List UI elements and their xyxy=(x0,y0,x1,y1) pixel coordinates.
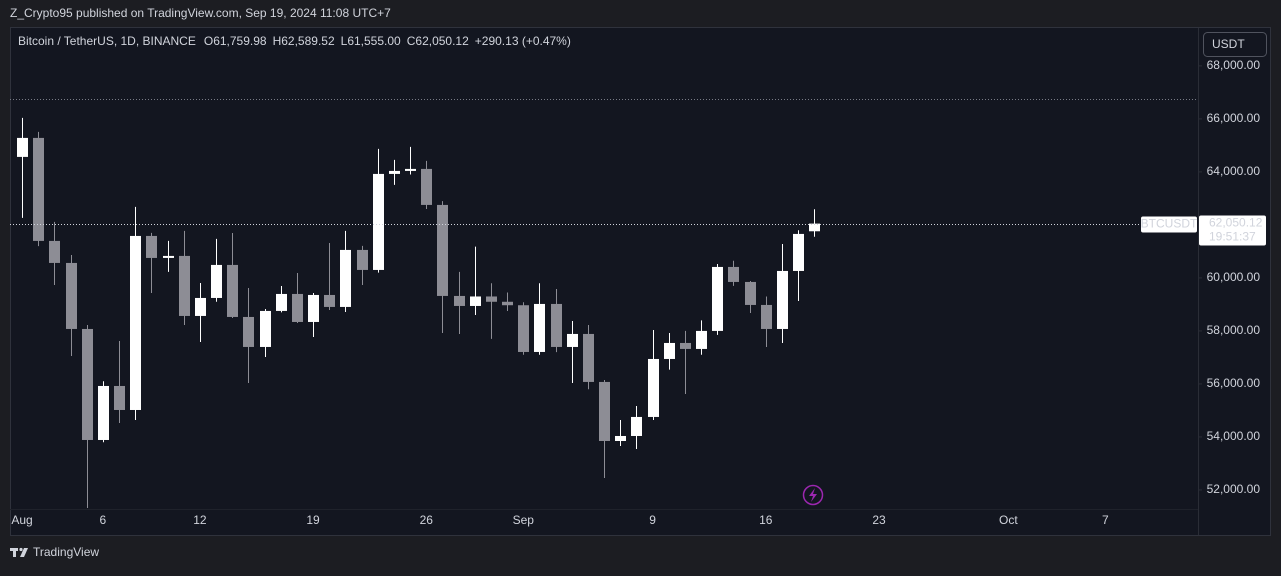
candle-body xyxy=(146,235,157,258)
candle-body xyxy=(340,249,351,307)
candle-body xyxy=(583,333,594,382)
y-tick-label: 52,000.00 xyxy=(1207,482,1261,496)
candle-body xyxy=(680,342,691,349)
candle-body xyxy=(437,204,448,296)
symbol-line: Bitcoin / TetherUS, 1D, BINANCE xyxy=(18,34,196,48)
candle-body xyxy=(696,330,707,349)
candle-body xyxy=(260,310,271,347)
x-tick-label: 23 xyxy=(872,513,886,527)
currency-button[interactable] xyxy=(1203,32,1267,57)
legend-value: 62,050.12 xyxy=(415,34,469,48)
countdown-label: 19:51:37 xyxy=(1209,230,1256,244)
candle-body xyxy=(373,173,384,270)
candle-body xyxy=(518,305,529,352)
candle-body xyxy=(195,297,206,316)
legend-key: O xyxy=(204,34,213,48)
candle-body xyxy=(163,255,174,258)
symbol-tag xyxy=(1141,216,1197,233)
candle-body xyxy=(243,316,254,347)
x-tick-label: 26 xyxy=(420,513,434,527)
y-tick-label: 64,000.00 xyxy=(1207,164,1261,178)
candle-body xyxy=(114,385,125,410)
y-tick-label: 54,000.00 xyxy=(1207,429,1261,443)
candle-body xyxy=(712,266,723,331)
legend-key: H xyxy=(273,34,282,48)
price-tag xyxy=(1199,215,1266,246)
x-tick-label: 16 xyxy=(759,513,773,527)
candle-body xyxy=(421,168,432,205)
x-tick-label: Sep xyxy=(513,513,535,527)
y-tick-label: 68,000.00 xyxy=(1207,58,1261,72)
candle-body xyxy=(761,304,772,329)
candle-body xyxy=(308,294,319,322)
candle-body xyxy=(599,381,610,441)
brand-name: TradingView xyxy=(33,545,99,559)
x-tick-label: 12 xyxy=(193,513,207,527)
candle-body xyxy=(33,137,44,241)
candle-body xyxy=(130,235,141,410)
publisher-line: Z_Crypto95 published on TradingView.com,… xyxy=(10,6,391,20)
candle-body xyxy=(66,262,77,329)
price-tag-label: 62,050.12 xyxy=(1209,216,1263,230)
candle-body xyxy=(631,416,642,436)
legend-value: 62,589.52 xyxy=(281,34,335,48)
candle-body xyxy=(793,233,804,271)
candle-body xyxy=(470,296,481,306)
candle-body xyxy=(405,168,416,171)
candle-body xyxy=(615,435,626,441)
x-tick-label: 6 xyxy=(100,513,107,527)
x-tick-label: Aug xyxy=(11,513,32,527)
candle-body xyxy=(292,293,303,322)
symbol-tag-label: BTCUSDT xyxy=(1141,217,1198,231)
candle-body xyxy=(227,264,238,317)
candle-body xyxy=(17,137,28,157)
candle-body xyxy=(49,240,60,263)
candle-body xyxy=(454,295,465,306)
x-tick-label: 7 xyxy=(1102,513,1109,527)
candle-body xyxy=(534,303,545,352)
x-tick-label: 9 xyxy=(649,513,656,527)
candle-body xyxy=(648,358,659,417)
candle-body xyxy=(745,281,756,305)
candle-body xyxy=(502,301,513,306)
candle-body xyxy=(324,294,335,307)
y-tick-label: 66,000.00 xyxy=(1207,111,1261,125)
candle-body xyxy=(567,333,578,347)
alert-icon xyxy=(802,484,824,506)
candle-body xyxy=(276,293,287,311)
candle-body xyxy=(664,342,675,359)
candle-body xyxy=(179,255,190,316)
candle-body xyxy=(809,223,820,232)
y-tick-label: 56,000.00 xyxy=(1207,376,1261,390)
plot-area xyxy=(10,99,1198,508)
candle-body xyxy=(211,264,222,298)
chart-panel xyxy=(10,27,1271,536)
candle-body xyxy=(389,170,400,174)
candle-body xyxy=(486,296,497,302)
x-tick-label: Oct xyxy=(999,513,1018,527)
candle-body xyxy=(82,328,93,440)
legend-key: C xyxy=(407,34,416,48)
legend-value: 61,555.00 xyxy=(347,34,401,48)
legend-line: Bitcoin / TetherUS, 1D, BINANCE O61,759.9… xyxy=(18,34,571,48)
legend-value: 61,759.98 xyxy=(213,34,267,48)
candle-body xyxy=(777,270,788,329)
y-tick-label: 58,000.00 xyxy=(1207,323,1261,337)
candle-body xyxy=(98,385,109,440)
brand-logo xyxy=(10,547,28,557)
currency-label[interactable]: USDT xyxy=(1212,37,1245,51)
candle-body xyxy=(357,249,368,270)
y-tick-label: 60,000.00 xyxy=(1207,270,1261,284)
candle-body xyxy=(551,303,562,347)
change-label: +290.13 (+0.47%) xyxy=(475,34,571,48)
candle-body xyxy=(728,266,739,282)
x-tick-label: 19 xyxy=(306,513,320,527)
legend-key: L xyxy=(341,34,348,48)
